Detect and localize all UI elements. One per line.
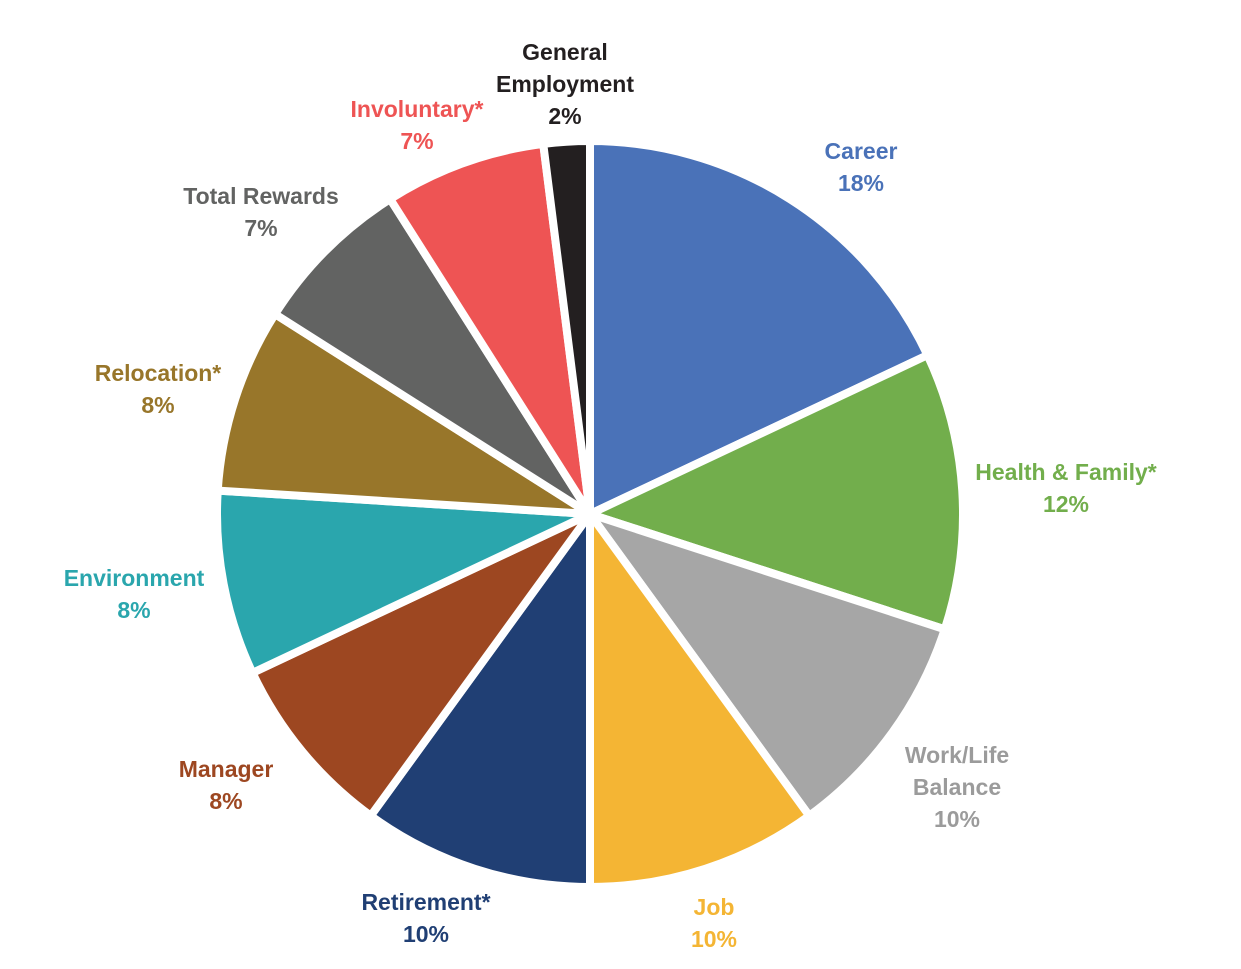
slice-value-health-family: 12% xyxy=(1043,491,1089,517)
slice-name-line: Employment xyxy=(496,71,634,97)
slice-label-work-life-balance: Work/Life Balance 10% xyxy=(905,742,1009,832)
slice-name-line: Job xyxy=(694,894,735,920)
slice-value-involuntary: 7% xyxy=(400,128,433,154)
pie-slice-relocation xyxy=(213,310,594,518)
slice-label-retirement: Retirement* 10% xyxy=(361,889,490,947)
slice-label-environment: Environment 8% xyxy=(64,565,205,623)
slice-label-career: Career 18% xyxy=(825,138,898,196)
pie-slice-career xyxy=(586,137,932,518)
pie-slice-manager xyxy=(248,510,594,820)
slice-label-involuntary: Involuntary* 7% xyxy=(351,96,484,154)
slice-name-line: Health & Family* xyxy=(975,459,1157,485)
slices-layer xyxy=(213,137,967,891)
slice-label-health-family: Health & Family* 12% xyxy=(975,459,1157,517)
slice-name-line: Total Rewards xyxy=(183,183,339,209)
pie-slice-job xyxy=(586,510,814,891)
slice-label-manager: Manager 8% xyxy=(179,756,274,814)
slice-label-total-rewards: Total Rewards 7% xyxy=(183,183,339,241)
slice-value-environment: 8% xyxy=(117,597,150,623)
slice-label-job: Job 10% xyxy=(691,894,737,952)
slice-value-relocation: 8% xyxy=(141,392,174,418)
slice-value-general-employment: 2% xyxy=(548,103,581,129)
slice-value-retirement: 10% xyxy=(403,921,449,947)
slice-name-line: Balance xyxy=(913,774,1001,800)
pie-slice-health-family xyxy=(586,351,967,634)
slice-name-line: Involuntary* xyxy=(351,96,484,122)
slice-label-relocation: Relocation* 8% xyxy=(95,360,222,418)
slice-name-line: Manager xyxy=(179,756,274,782)
slice-name-line: Environment xyxy=(64,565,205,591)
slice-name-line: Career xyxy=(825,138,898,164)
slice-value-manager: 8% xyxy=(209,788,242,814)
slice-name-line: Work/Life xyxy=(905,742,1009,768)
pie-slice-retirement xyxy=(366,510,594,891)
slice-value-work-life-balance: 10% xyxy=(934,806,980,832)
slice-value-job: 10% xyxy=(691,926,737,952)
labels-layer: Career 18% Health & Family* 12% Work/Life Bal… xyxy=(64,39,1157,952)
pie-slice-involuntary xyxy=(386,139,594,518)
slice-name-line: Relocation* xyxy=(95,360,222,386)
slice-value-career: 18% xyxy=(838,170,884,196)
slice-label-general-employment: General Employment 2% xyxy=(496,39,634,129)
pie-slice-environment xyxy=(213,486,594,677)
slice-name-line: Retirement* xyxy=(361,889,490,915)
pie-slice-total-rewards xyxy=(271,195,594,518)
pie-slice-general-employment xyxy=(539,137,594,518)
slice-name-line: General xyxy=(522,39,608,65)
slice-value-total-rewards: 7% xyxy=(244,215,277,241)
pie-slice-work-life-balance xyxy=(586,510,949,820)
